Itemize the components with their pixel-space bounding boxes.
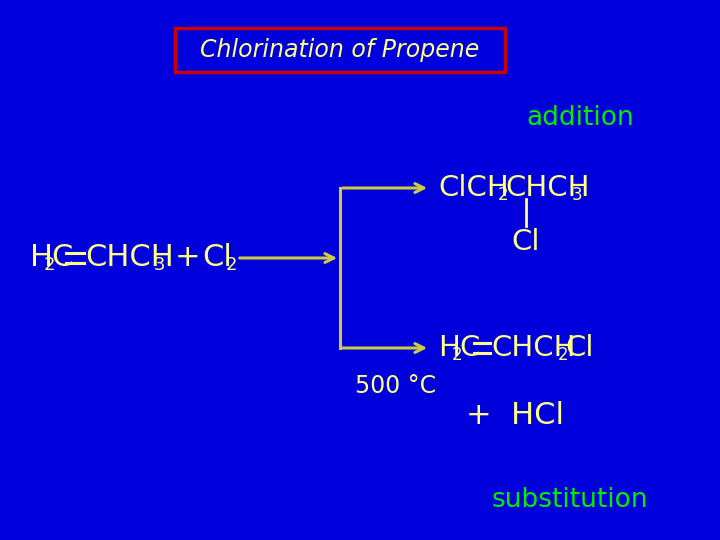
Text: H: H [438, 334, 460, 362]
Text: C: C [459, 334, 480, 362]
Text: Cl: Cl [202, 244, 232, 273]
Text: Cl: Cl [565, 334, 593, 362]
Text: +  HCl: + HCl [466, 402, 564, 430]
Text: H: H [30, 244, 53, 273]
Text: 2: 2 [558, 346, 569, 364]
Text: C: C [51, 244, 73, 273]
Text: CHCH: CHCH [491, 334, 575, 362]
Text: 3: 3 [572, 186, 582, 204]
Text: ClCH: ClCH [438, 174, 509, 202]
Text: 2: 2 [226, 256, 238, 274]
Text: 2: 2 [498, 186, 508, 204]
Text: Cl: Cl [512, 228, 540, 256]
Text: +: + [175, 244, 201, 273]
Text: addition: addition [526, 105, 634, 131]
Text: 500 °C: 500 °C [355, 374, 436, 398]
Text: substitution: substitution [492, 487, 648, 513]
Bar [175, 28, 505, 72]
Text: 3: 3 [154, 256, 166, 274]
Text: CHCH: CHCH [505, 174, 590, 202]
Text: Chlorination of Propene: Chlorination of Propene [200, 38, 480, 62]
Text: CHCH: CHCH [85, 244, 174, 273]
Text: 2: 2 [452, 346, 463, 364]
Text: 2: 2 [44, 256, 55, 274]
